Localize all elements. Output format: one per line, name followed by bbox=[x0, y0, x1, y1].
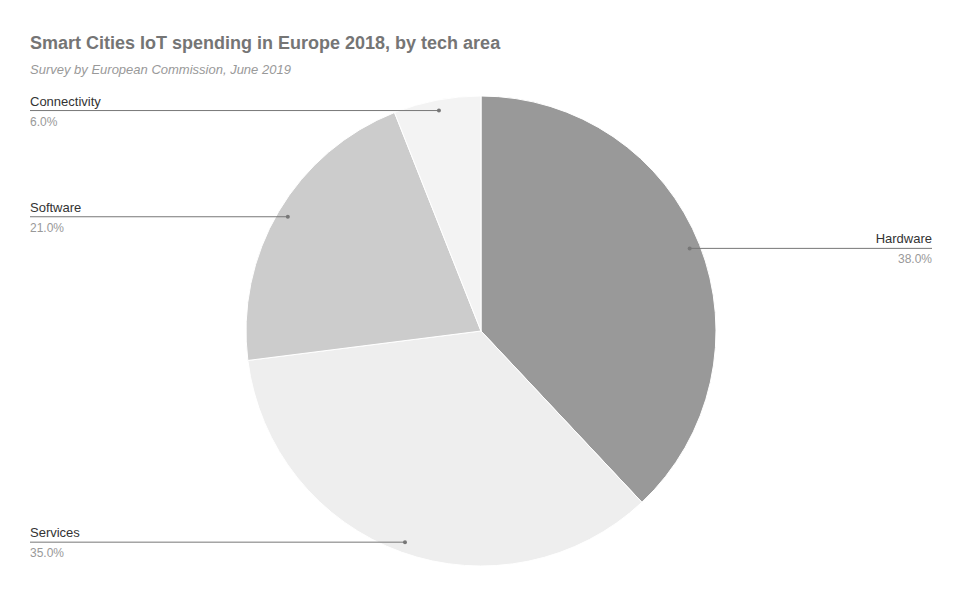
leader-line bbox=[690, 248, 932, 249]
data-label: 6.0% bbox=[30, 115, 58, 129]
slice-label: Services bbox=[30, 525, 80, 540]
data-label: 21.0% bbox=[30, 221, 64, 235]
chart-svg: Smart Cities IoT spending in Europe 2018… bbox=[0, 0, 962, 595]
pie bbox=[246, 96, 716, 566]
leader-dot bbox=[437, 109, 441, 113]
leader-dot bbox=[688, 246, 692, 250]
data-label: 35.0% bbox=[30, 546, 64, 560]
leader-dot bbox=[403, 540, 407, 544]
leader-line bbox=[30, 216, 288, 217]
chart-subtitle: Survey by European Commission, June 2019 bbox=[30, 62, 291, 77]
background bbox=[0, 0, 962, 595]
slice-label: Connectivity bbox=[30, 94, 101, 109]
leader-dot bbox=[286, 215, 290, 219]
leader-line bbox=[30, 110, 439, 111]
slice-label: Software bbox=[30, 200, 81, 215]
chart-container: Smart Cities IoT spending in Europe 2018… bbox=[0, 0, 962, 595]
chart-title: Smart Cities IoT spending in Europe 2018… bbox=[30, 33, 501, 53]
leader-line bbox=[30, 542, 405, 543]
pie-slice bbox=[394, 96, 481, 331]
data-label: 38.0% bbox=[898, 252, 932, 266]
slice-label: Hardware bbox=[876, 231, 932, 246]
pie-slice bbox=[248, 331, 642, 566]
labels: Hardware 38.0% Services 35.0% Software 21.0% C… bbox=[30, 94, 932, 561]
